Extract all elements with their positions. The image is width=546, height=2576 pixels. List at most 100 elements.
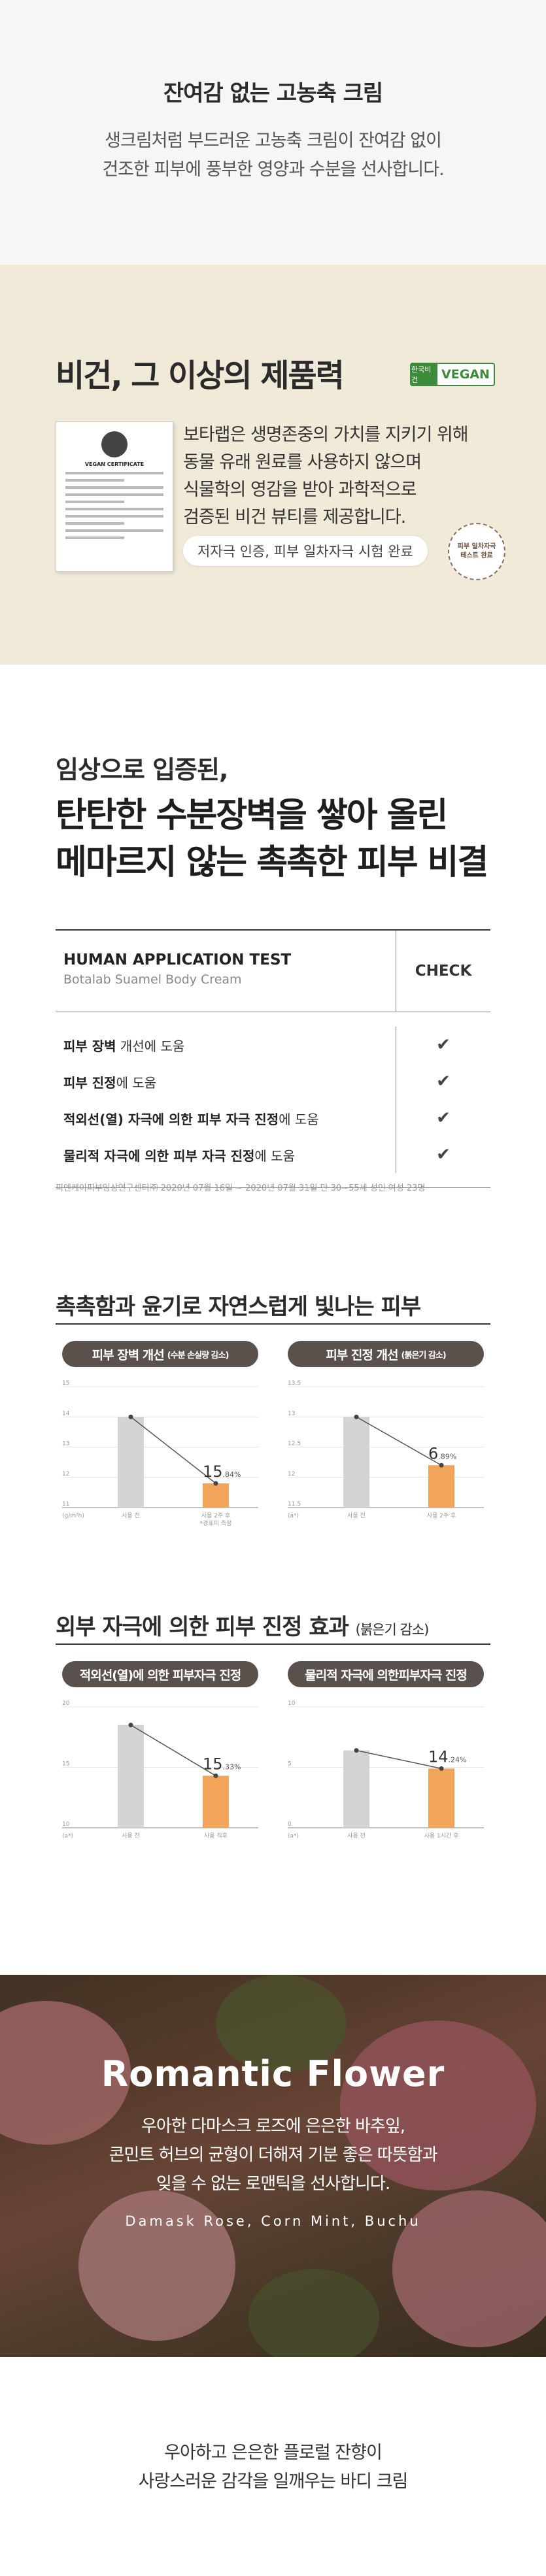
y-tick-label: 12.5 bbox=[288, 1441, 301, 1447]
chart-plot: 10 5 0 (a*) 사용 전 사용 1시간 후 14.24% bbox=[288, 1700, 484, 1840]
outro-line-1: 우아하고 은은한 플로럴 잔향이 bbox=[164, 2443, 383, 2463]
chart-physical-soothing: 물리적 자극에 의한피부자극 진정 10 5 0 (a*) 사용 전 사용 1시간 후 14.… bbox=[281, 1661, 490, 1860]
vegan-certificate-image: VEGAN CERTIFICATE bbox=[56, 421, 173, 572]
trend-point bbox=[354, 1748, 359, 1753]
vegan-body-text: 보타랩은 생명존중의 가치를 지키기 위해 동물 유래 원료를 사용하지 않으며… bbox=[183, 421, 469, 531]
chart-title: 적외선(열)에 의한 피부자극 진정 bbox=[62, 1661, 258, 1687]
clinical-lead: 임상으로 입증된, bbox=[56, 755, 228, 784]
test-table-subtitle: Botalab Suamel Body Cream bbox=[63, 972, 242, 987]
rose-blob bbox=[0, 2001, 131, 2145]
romantic-flower-section: Romantic Flower 우아한 다마스크 로즈에 은은한 바추잎, 콘민… bbox=[0, 1975, 546, 2357]
test-table-row: 피부 장벽 개선에 도움 bbox=[63, 1027, 396, 1063]
bar-after bbox=[428, 1465, 454, 1508]
y-tick-label: 5 bbox=[288, 1761, 292, 1768]
y-tick-label: 15 bbox=[62, 1380, 69, 1387]
chart-title-text: 피부 장벽 개선 bbox=[92, 1347, 165, 1362]
outro-line-2: 사랑스러운 감각을 일깨우는 바디 크림 bbox=[138, 2471, 409, 2492]
x-category-label: 사용 전 bbox=[122, 1832, 140, 1840]
trend-line bbox=[356, 1416, 442, 1466]
bar-before bbox=[343, 1750, 369, 1828]
test-row-bold: 적외선(열) 자극에 의한 피부 자극 진정 bbox=[63, 1111, 279, 1127]
rose-blob bbox=[78, 2190, 235, 2341]
test-row-rest: 에 도움 bbox=[254, 1148, 295, 1164]
bar-after bbox=[203, 1775, 229, 1828]
chart-title-note: (수분 손실량 감소) bbox=[167, 1350, 230, 1361]
results2-rule bbox=[56, 1643, 490, 1645]
results-section: 촉촉함과 윤기로 자연스럽게 빛나는 피부 피부 장벽 개선 (수분 손실량 감소… bbox=[0, 1253, 546, 1975]
test-row-rest: 에 도움 bbox=[279, 1111, 319, 1127]
trend-point bbox=[439, 1766, 444, 1771]
intro-line-2: 건조한 피부에 풍부한 영양과 수분을 선사합니다. bbox=[102, 159, 444, 180]
intro-text: 생크림처럼 부드러운 고농축 크림이 잔여감 없이 건조한 피부에 풍부한 영양… bbox=[0, 127, 546, 184]
vegan-logo-text: VEGAN bbox=[441, 367, 490, 382]
x-category-note: *경표피 측정 bbox=[200, 1519, 232, 1527]
trend-line bbox=[130, 1416, 216, 1484]
badge-line-1: 피부 일차자극 bbox=[457, 543, 496, 550]
outro-section: 우아하고 은은한 플로럴 잔향이 사랑스러운 감각을 일깨우는 바디 크림 bbox=[0, 2357, 546, 2576]
image-overlay bbox=[0, 1975, 546, 2357]
trend-point bbox=[354, 1414, 359, 1419]
x-category-label: 사용 2주 후 bbox=[201, 1512, 231, 1519]
bar-before bbox=[118, 1725, 144, 1828]
certificate-line bbox=[65, 479, 124, 482]
results1-rule bbox=[56, 1323, 490, 1325]
certificate-title: VEGAN CERTIFICATE bbox=[84, 461, 145, 467]
results2-title-note: (붉은기 감소) bbox=[355, 1622, 430, 1638]
certificate-line bbox=[65, 493, 163, 496]
chart-infrared-soothing: 적외선(열)에 의한 피부자극 진정 20 15 10 (a*) 사용 전 사용 직후 15.… bbox=[56, 1661, 265, 1860]
test-row-bold: 피부 장벽 bbox=[63, 1038, 116, 1054]
trend-line bbox=[356, 1749, 442, 1770]
results2-title: 외부 자극에 의한 피부 진정 효과 (붉은기 감소) bbox=[56, 1609, 430, 1641]
leaf-blob bbox=[248, 2269, 379, 2357]
test-row-rest: 개선에 도움 bbox=[116, 1038, 185, 1054]
certification-pill: 저자극 인증, 피부 일차자극 시험 완료 bbox=[183, 536, 428, 566]
trend-point bbox=[439, 1462, 444, 1468]
y-tick-label: 11.5 bbox=[288, 1501, 301, 1508]
x-category-label: 사용 전 bbox=[347, 1512, 366, 1519]
rose-blob bbox=[340, 2021, 536, 2190]
y-tick-label: 14 bbox=[62, 1410, 70, 1417]
vegan-leaf-icon: 한국비건 bbox=[411, 364, 437, 385]
change-label: 15.84% bbox=[203, 1462, 241, 1481]
trend-point bbox=[128, 1414, 133, 1419]
y-tick-label: 13.5 bbox=[288, 1380, 301, 1387]
flower-line-3: 잊을 수 없는 로맨틱을 선사합니다. bbox=[156, 2174, 390, 2194]
change-label: 14.24% bbox=[428, 1747, 467, 1766]
vegan-logo: 한국비건 VEGAN bbox=[410, 363, 495, 386]
change-label-value: 6 bbox=[428, 1444, 438, 1462]
flower-text: 우아한 다마스크 로즈에 은은한 바추잎, 콘민트 허브의 균형이 더해져 기분… bbox=[0, 2112, 546, 2198]
human-application-test-table: HUMAN APPLICATION TEST Botalab Suamel Bo… bbox=[56, 929, 490, 1188]
leaf-blob bbox=[216, 1975, 347, 2073]
y-tick-label: 13 bbox=[62, 1441, 69, 1447]
change-label: 6.89% bbox=[428, 1444, 456, 1462]
x-category-label: 사용 직후 bbox=[204, 1832, 228, 1840]
bar-after bbox=[428, 1768, 454, 1828]
intro-line-1: 생크림처럼 부드러운 고농축 크림이 잔여감 없이 bbox=[105, 131, 442, 151]
bar-before bbox=[343, 1417, 369, 1508]
rose-blob bbox=[392, 2190, 546, 2347]
check-mark-icon: ✔ bbox=[436, 1072, 451, 1091]
certificate-line bbox=[65, 486, 163, 489]
clinical-headline-line-2: 메마르지 않는 촉촉한 피부 비결 bbox=[56, 843, 488, 882]
results2-title-text: 외부 자극에 의한 피부 진정 효과 bbox=[56, 1614, 349, 1640]
chart-title: 피부 진정 개선 (붉은기 감소) bbox=[288, 1341, 484, 1367]
y-tick-label: 15 bbox=[62, 1761, 69, 1768]
change-label: 15.33% bbox=[203, 1755, 241, 1773]
check-column-header: CHECK bbox=[396, 931, 490, 1012]
y-unit-label: (a*) bbox=[288, 1833, 299, 1840]
trend-point bbox=[128, 1723, 133, 1728]
irritation-test-badge: 피부 일차자극 테스트 완료 bbox=[448, 523, 505, 580]
test-table-header: HUMAN APPLICATION TEST Botalab Suamel Bo… bbox=[56, 931, 490, 1012]
y-tick-label: 13 bbox=[288, 1410, 295, 1417]
x-category-label: 사용 전 bbox=[347, 1832, 366, 1840]
chart-title: 물리적 자극에 의한피부자극 진정 bbox=[288, 1661, 484, 1687]
y-unit-label: (a*) bbox=[62, 1833, 73, 1840]
chart-title: 피부 장벽 개선 (수분 손실량 감소) bbox=[62, 1341, 258, 1367]
chart-skin-barrier: 피부 장벽 개선 (수분 손실량 감소) 15 14 13 12 11 (g/m²h) 사용 전… bbox=[56, 1341, 265, 1540]
chart-title-note: (붉은기 감소) bbox=[401, 1350, 446, 1361]
certificate-line bbox=[65, 508, 163, 510]
y-unit-label: (g/m²h) bbox=[62, 1513, 84, 1519]
certificate-line bbox=[65, 537, 124, 539]
test-row-bold: 물리적 자극에 의한 피부 자극 진정 bbox=[63, 1148, 255, 1164]
